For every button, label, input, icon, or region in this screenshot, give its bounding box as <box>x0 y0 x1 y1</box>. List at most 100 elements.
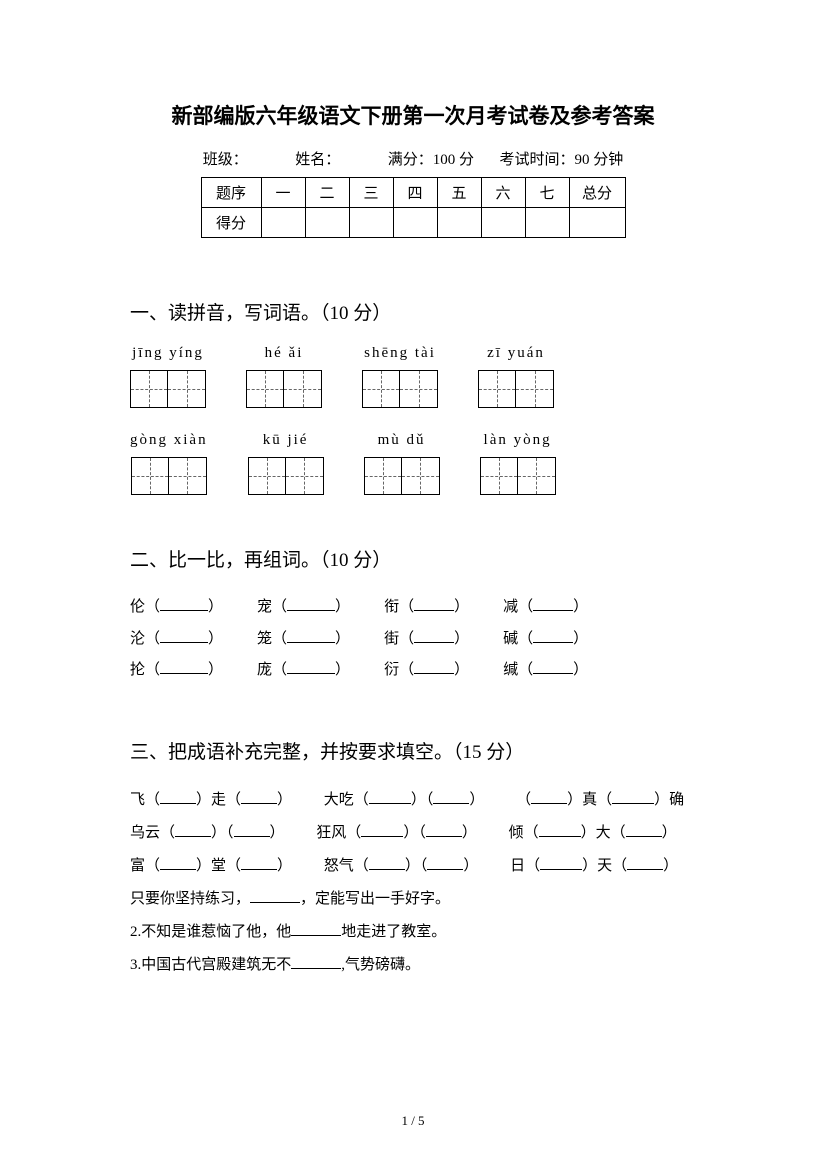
blank[interactable] <box>234 822 270 837</box>
char-box-group <box>130 370 206 408</box>
char-box[interactable] <box>400 370 438 408</box>
close-paren: ） <box>454 662 469 678</box>
blank[interactable] <box>160 628 208 643</box>
text: 日（ <box>510 858 540 874</box>
pinyin-group: gòng xiàn <box>130 432 208 495</box>
close-paren: ） <box>208 662 223 678</box>
blank[interactable] <box>160 789 196 804</box>
blank[interactable] <box>160 855 196 870</box>
char-box[interactable] <box>362 370 400 408</box>
blank[interactable] <box>291 921 341 936</box>
blank[interactable] <box>427 855 463 870</box>
blank[interactable] <box>361 822 403 837</box>
table-cell[interactable] <box>305 208 349 238</box>
text: 怒气（ <box>324 858 369 874</box>
blank[interactable] <box>369 855 405 870</box>
blank[interactable] <box>533 596 573 611</box>
sentence-line: 2.不知是谁惹恼了他，他地走进了教室。 <box>130 916 696 949</box>
pinyin-label: jīng yíng <box>132 345 204 362</box>
char-box[interactable] <box>246 370 284 408</box>
char-box[interactable] <box>131 457 169 495</box>
text: ） <box>463 858 478 874</box>
blank[interactable] <box>414 659 454 674</box>
compare-char: 街（ <box>384 631 414 647</box>
close-paren: ） <box>335 662 350 678</box>
pinyin-group: làn yòng <box>480 432 556 495</box>
table-cell[interactable] <box>569 208 625 238</box>
blank[interactable] <box>175 822 211 837</box>
blank[interactable] <box>241 789 277 804</box>
blank[interactable] <box>612 789 654 804</box>
blank[interactable] <box>627 855 663 870</box>
text: 富（ <box>130 858 160 874</box>
text: ）（ <box>403 825 426 841</box>
table-cell[interactable] <box>481 208 525 238</box>
pinyin-label: mù dǔ <box>378 432 426 449</box>
blank[interactable] <box>287 659 335 674</box>
char-box[interactable] <box>169 457 207 495</box>
compare-line: 沦（）笼（）街（）碱（） <box>130 624 696 656</box>
char-box[interactable] <box>518 457 556 495</box>
blank[interactable] <box>287 596 335 611</box>
text: ） <box>270 825 285 841</box>
table-cell: 一 <box>261 178 305 208</box>
section1-heading: 一、读拼音，写词语。（10 分） <box>130 298 696 325</box>
blank[interactable] <box>414 628 454 643</box>
table-cell: 二 <box>305 178 349 208</box>
char-box[interactable] <box>286 457 324 495</box>
blank[interactable] <box>533 628 573 643</box>
text: ）（ <box>411 792 434 808</box>
text: ）（ <box>405 858 428 874</box>
text: ,气势磅礴。 <box>341 957 420 973</box>
table-row: 得分 <box>201 208 625 238</box>
blank[interactable] <box>160 659 208 674</box>
char-box-group <box>478 370 554 408</box>
text: （ <box>516 792 531 808</box>
section2-heading: 二、比一比，再组词。（10 分） <box>130 545 696 572</box>
char-box[interactable] <box>364 457 402 495</box>
char-box[interactable] <box>284 370 322 408</box>
char-box[interactable] <box>248 457 286 495</box>
text: ）堂（ <box>196 858 241 874</box>
blank[interactable] <box>533 659 573 674</box>
blank[interactable] <box>540 855 582 870</box>
blank[interactable] <box>414 596 454 611</box>
blank[interactable] <box>291 954 341 969</box>
blank[interactable] <box>626 822 662 837</box>
table-cell[interactable] <box>349 208 393 238</box>
compare-char: 笼（ <box>257 631 287 647</box>
char-box-group <box>246 370 322 408</box>
text: ）真（ <box>567 792 612 808</box>
char-box[interactable] <box>130 370 168 408</box>
blank[interactable] <box>369 789 411 804</box>
pinyin-group: hé ǎi <box>246 345 322 408</box>
section3-heading: 三、把成语补充完整，并按要求填空。（15 分） <box>130 737 696 764</box>
blank[interactable] <box>539 822 581 837</box>
blank[interactable] <box>241 855 277 870</box>
char-box-group <box>362 370 438 408</box>
duration-label: 考试时间：90 分钟 <box>500 148 624 169</box>
table-cell[interactable] <box>437 208 481 238</box>
text: ）（ <box>211 825 234 841</box>
char-box[interactable] <box>480 457 518 495</box>
table-cell[interactable] <box>525 208 569 238</box>
char-box[interactable] <box>478 370 516 408</box>
char-box[interactable] <box>168 370 206 408</box>
table-cell[interactable] <box>393 208 437 238</box>
text: ）天（ <box>582 858 627 874</box>
char-box-group <box>131 457 207 495</box>
blank[interactable] <box>250 888 300 903</box>
blank[interactable] <box>426 822 462 837</box>
char-box[interactable] <box>516 370 554 408</box>
blank[interactable] <box>433 789 469 804</box>
exam-title: 新部编版六年级语文下册第一次月考试卷及参考答案 <box>130 100 696 130</box>
blank[interactable] <box>287 628 335 643</box>
close-paren: ） <box>208 599 223 615</box>
blank[interactable] <box>160 596 208 611</box>
blank[interactable] <box>531 789 567 804</box>
section3: 三、把成语补充完整，并按要求填空。（15 分） 飞（）走（） 大吃（）（） （）… <box>130 737 696 982</box>
text: 只要你坚持练习， <box>130 891 250 907</box>
text: 飞（ <box>130 792 160 808</box>
char-box[interactable] <box>402 457 440 495</box>
table-cell[interactable] <box>261 208 305 238</box>
